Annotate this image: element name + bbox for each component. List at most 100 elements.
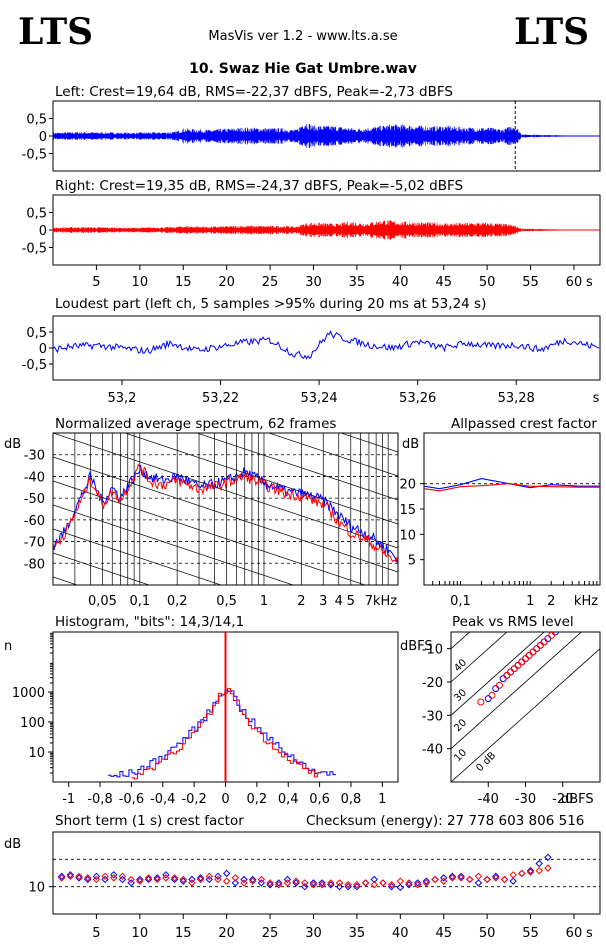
allpass-ylabel: dB bbox=[402, 437, 419, 452]
crest-1s-point-0 bbox=[544, 853, 552, 862]
peak-rms-point-1 bbox=[507, 668, 515, 676]
left-channel-ytick-label: 0 bbox=[39, 130, 47, 145]
right-channel-xtick-label: 30 bbox=[305, 275, 322, 290]
left-channel-ytick-label: -0,5 bbox=[22, 148, 47, 163]
crest-1s-xtick-label: 30 bbox=[305, 926, 322, 941]
crest-1s-point-1 bbox=[75, 872, 83, 881]
crest-1s-point-1 bbox=[344, 881, 352, 889]
histogram-ytick-label: 100 bbox=[20, 716, 45, 731]
spectrum-slope-line bbox=[53, 433, 398, 549]
spectrum-slope-line bbox=[267, 433, 398, 477]
crest-1s-point-1 bbox=[500, 875, 509, 884]
crest-1s-point-1 bbox=[309, 881, 318, 889]
spectrum-series-1 bbox=[53, 463, 398, 563]
crest-1s-point-0 bbox=[431, 875, 439, 884]
loudest-xtick-label: 53,2 bbox=[108, 391, 137, 406]
crest-1s-point-1 bbox=[544, 864, 552, 872]
left-channel-ytick-label: 0,5 bbox=[26, 113, 47, 128]
peak-rms-title: Peak vs RMS level bbox=[452, 614, 574, 630]
crest-1s-point-1 bbox=[162, 874, 170, 882]
crest-1s-point-0 bbox=[170, 875, 179, 884]
allpass-series-1 bbox=[423, 483, 600, 492]
loudest-xtick-label: 53,26 bbox=[399, 391, 436, 406]
crest-1s-point-1 bbox=[66, 872, 75, 881]
crest-1s-point-1 bbox=[214, 875, 222, 884]
peak-rms-xtick-label: -20 bbox=[552, 792, 573, 807]
peak-rms-point-1 bbox=[529, 648, 537, 656]
crest-1s-point-1 bbox=[231, 874, 240, 882]
crest-1s-point-0 bbox=[136, 875, 144, 884]
peak-rms-ytick-label: -40 bbox=[422, 743, 443, 758]
spectrum-frame bbox=[52, 432, 399, 586]
crest-1s-point-0 bbox=[144, 875, 153, 884]
right-channel-ytick-label: 0,5 bbox=[26, 207, 47, 222]
allpass-xtick-label: 2 bbox=[547, 594, 555, 609]
crest-1s-point-1 bbox=[526, 868, 535, 876]
crest-1s-point-0 bbox=[457, 872, 465, 881]
histogram-xtick-label: 0,8 bbox=[341, 792, 362, 807]
crest-1s-frame bbox=[52, 831, 601, 915]
crest-1s-point-1 bbox=[240, 879, 248, 887]
spectrum-xtick-label: 1 bbox=[260, 594, 268, 609]
crest-1s-xtick-label: 20 bbox=[218, 926, 235, 941]
peak-rms-point-1 bbox=[533, 645, 541, 653]
crest-1s-point-0 bbox=[405, 881, 413, 889]
crest-1s-point-0 bbox=[413, 879, 422, 887]
loudest-part-title: Loudest part (left ch, 5 samples >95% du… bbox=[55, 296, 486, 312]
peak-rms-point-0 bbox=[484, 695, 492, 703]
spectrum-slope-line bbox=[53, 552, 151, 585]
spectrum-ylabel: dB bbox=[4, 437, 21, 452]
peak-rms-ytick-label: -30 bbox=[422, 709, 443, 724]
crest-1s-title: Short term (1 s) crest factor bbox=[55, 813, 244, 829]
crest-1s-point-0 bbox=[205, 875, 213, 884]
crest-1s-point-1 bbox=[483, 875, 491, 884]
crest-1s-point-0 bbox=[84, 875, 92, 884]
crest-1s-point-0 bbox=[57, 872, 66, 881]
peak-rms-point-1 bbox=[518, 658, 526, 666]
crest-1s-point-1 bbox=[275, 881, 283, 889]
checksum-annotation: Checksum (energy): 27 778 603 806 516 bbox=[306, 813, 584, 829]
crest-1s-point-1 bbox=[327, 879, 335, 887]
right-channel-xtick-label: 25 bbox=[262, 275, 279, 290]
peak-rms-point-1 bbox=[536, 641, 544, 649]
spectrum-xtick-label: 4 bbox=[335, 594, 343, 609]
loudest-xtick-label: 53,24 bbox=[300, 391, 337, 406]
crest-1s-point-1 bbox=[301, 879, 309, 887]
crest-1s-point-1 bbox=[466, 875, 474, 884]
crest-1s-xtick-label: 40 bbox=[392, 926, 409, 941]
crest-1s-point-1 bbox=[84, 874, 92, 882]
crest-1s-point-1 bbox=[431, 875, 439, 884]
crest-1s-point-1 bbox=[283, 879, 292, 887]
spectrum-title: Normalized average spectrum, 62 frames bbox=[55, 416, 336, 432]
histogram-xtick-label: 0,6 bbox=[309, 792, 330, 807]
allpass-ytick-label: 15 bbox=[399, 503, 416, 518]
spectrum-ytick-label: -40 bbox=[24, 470, 45, 485]
crest-1s-point-1 bbox=[136, 877, 144, 885]
right-channel-xtick-label: 45 bbox=[435, 275, 452, 290]
spectrum-slope-line bbox=[53, 313, 398, 428]
crest-1s-point-0 bbox=[500, 875, 509, 884]
histogram-xtick-label: 0,4 bbox=[278, 792, 299, 807]
spectrum-series-0 bbox=[53, 464, 398, 564]
crest-1s-xtick-label: 10 bbox=[132, 926, 149, 941]
peak-rms-diagonal-label: 10 bbox=[452, 747, 469, 764]
spectrum-ytick-label: -70 bbox=[24, 536, 45, 551]
crest-1s-point-0 bbox=[248, 875, 257, 884]
allpass-xunit: kHz bbox=[574, 594, 598, 609]
crest-1s-xunit: s bbox=[586, 926, 593, 941]
crest-1s-point-0 bbox=[422, 877, 431, 885]
loudest-xtick-label: 53,22 bbox=[202, 391, 239, 406]
peak-rms-xtick-label: -30 bbox=[515, 792, 536, 807]
right-channel-title: Right: Crest=19,35 dB, RMS=-24,37 dBFS, … bbox=[55, 178, 463, 194]
crest-1s-point-1 bbox=[518, 869, 526, 878]
crest-1s-ytick-label: 10 bbox=[28, 881, 45, 896]
right-channel-xtick-label: 10 bbox=[132, 275, 149, 290]
crest-1s-point-0 bbox=[396, 883, 405, 892]
allpass-frame bbox=[423, 432, 601, 586]
left-channel-title: Left: Crest=19,64 dB, RMS=-22,37 dBFS, P… bbox=[55, 84, 453, 100]
crest-1s-point-0 bbox=[162, 871, 170, 879]
crest-1s-point-0 bbox=[518, 869, 526, 878]
loudest-xunit: s bbox=[593, 391, 600, 406]
crest-1s-point-0 bbox=[361, 879, 370, 887]
crest-1s-point-1 bbox=[509, 871, 517, 879]
